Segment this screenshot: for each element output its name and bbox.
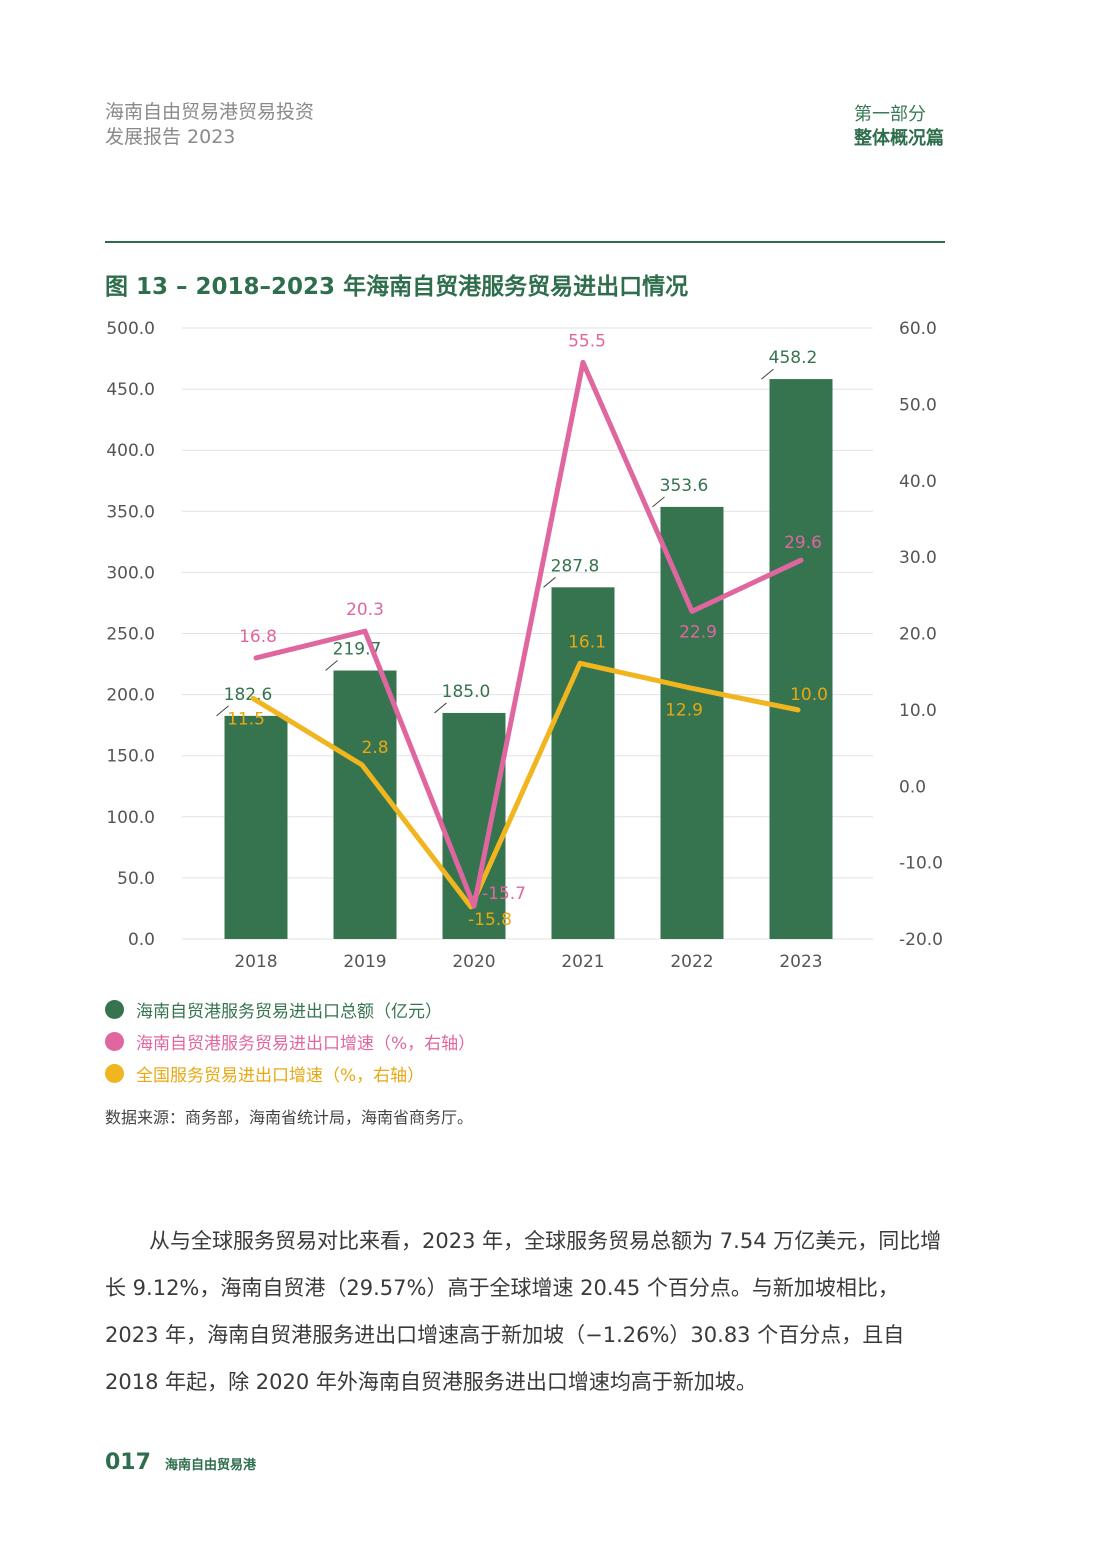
bar-label-leader [325, 660, 338, 671]
y-left-tick-label: 500.0 [106, 319, 155, 339]
bar-label-leader [216, 705, 229, 717]
national-growth-label: -15.8 [468, 910, 512, 930]
header-title-line2: 发展报告 2023 [105, 126, 236, 148]
hainan-growth-label: 22.9 [679, 622, 717, 642]
legend-dot-yellow [105, 1063, 124, 1083]
legend-dot-green [105, 999, 124, 1019]
y-right-tick-label: 0.0 [899, 777, 926, 797]
legend-item-hainan-growth: 海南自贸港服务贸易进出口增速（%，右轴） [105, 1025, 475, 1057]
national-growth-label: 16.1 [568, 632, 606, 652]
x-tick-label: 2022 [670, 952, 713, 972]
page-footer: 017 海南自由贸易港 [105, 1450, 256, 1475]
x-tick-label: 2018 [234, 952, 277, 972]
legend-item-national-growth: 全国服务贸易进出口增速（%，右轴） [105, 1057, 475, 1089]
bar-label-leader [543, 576, 556, 588]
national-growth-label: 10.0 [790, 685, 828, 705]
chart-legend: 海南自贸港服务贸易进出口总额（亿元） 海南自贸港服务贸易进出口增速（%，右轴） … [105, 993, 475, 1089]
header-report-title: 海南自由贸易港贸易投资 发展报告 2023 [105, 100, 314, 150]
y-left-tick-label: 150.0 [106, 747, 155, 767]
page-number: 017 [105, 1450, 151, 1475]
body-paragraph: 从与全球服务贸易对比来看，2023 年，全球服务贸易总额为 7.54 万亿美元，… [105, 1218, 945, 1406]
bar [224, 715, 288, 939]
header-part: 第一部分 [854, 104, 926, 125]
y-left-tick-label: 0.0 [128, 930, 155, 950]
bar [769, 379, 833, 939]
y-right-tick-label: 10.0 [899, 701, 937, 721]
y-left-tick-label: 50.0 [117, 869, 155, 889]
y-right-tick-label: -10.0 [899, 854, 943, 874]
y-left-tick-label: 300.0 [106, 563, 155, 583]
header-section: 第一部分 整体概况篇 [854, 103, 944, 151]
hainan-growth-line [253, 359, 804, 909]
bar [660, 506, 724, 939]
y-right-tick-label: 30.0 [899, 548, 937, 568]
legend-label-national-growth: 全国服务贸易进出口增速（%，右轴） [136, 1065, 425, 1086]
y-left-tick-label: 400.0 [106, 441, 155, 461]
header-divider [105, 241, 945, 243]
bar [551, 587, 615, 939]
footer-text: 海南自由贸易港 [164, 1458, 256, 1473]
legend-label-total: 海南自贸港服务贸易进出口总额（亿元） [136, 1001, 442, 1022]
bar-value-label: 287.8 [551, 556, 600, 576]
y-right-tick-label: 50.0 [899, 395, 937, 415]
bar-value-label: 185.0 [442, 682, 491, 702]
figure-title: 图 13 – 2018–2023 年海南自贸港服务贸易进出口情况 [105, 274, 689, 300]
bar-label-leader [434, 702, 447, 714]
bar-value-label: 182.6 [224, 685, 273, 705]
y-left-tick-label: 450.0 [106, 380, 155, 400]
figure-source: 数据来源：商务部，海南省统计局，海南省商务厅。 [105, 1108, 474, 1127]
legend-item-total: 海南自贸港服务贸易进出口总额（亿元） [105, 993, 475, 1025]
bar-label-leader [652, 496, 665, 508]
bar [333, 670, 397, 939]
x-tick-label: 2019 [343, 952, 386, 972]
hainan-growth-label: 29.6 [784, 533, 822, 553]
y-right-tick-label: -20.0 [899, 930, 943, 950]
y-left-tick-label: 100.0 [106, 808, 155, 828]
x-tick-label: 2020 [452, 952, 495, 972]
bar-value-label: 353.6 [660, 476, 709, 496]
bar-value-label: 458.2 [769, 348, 818, 368]
national-growth-line [250, 660, 801, 910]
y-left-tick-label: 200.0 [106, 686, 155, 706]
x-tick-label: 2023 [779, 952, 822, 972]
header-title-line1: 海南自由贸易港贸易投资 [105, 101, 315, 123]
hainan-growth-label: -15.7 [482, 884, 526, 904]
y-right-tick-label: 20.0 [899, 625, 937, 645]
paragraph-text: 从与全球服务贸易对比来看，2023 年，全球服务贸易总额为 7.54 万亿美元，… [105, 1229, 942, 1394]
hainan-growth-label: 16.8 [239, 627, 277, 647]
hainan-growth-label: 55.5 [568, 331, 606, 351]
legend-label-hainan-growth: 海南自贸港服务贸易进出口增速（%，右轴） [136, 1033, 476, 1054]
header-section-name: 整体概况篇 [854, 128, 944, 149]
y-right-tick-label: 40.0 [899, 472, 937, 492]
national-growth-label: 12.9 [665, 701, 703, 721]
hainan-growth-label: 20.3 [346, 600, 384, 620]
y-left-tick-label: 250.0 [106, 625, 155, 645]
combo-chart: 0.0 50.0 100.0 150.0 200.0 250.0 300.0 350.0 400… [106, 319, 943, 972]
y-left-tick-label: 350.0 [106, 502, 155, 522]
national-growth-label: 11.5 [227, 709, 265, 729]
legend-dot-pink [105, 1031, 124, 1051]
y-right-tick-label: 60.0 [899, 319, 937, 339]
national-growth-label: 2.8 [361, 738, 388, 758]
x-tick-label: 2021 [561, 952, 604, 972]
bar-label-leader [761, 368, 774, 380]
